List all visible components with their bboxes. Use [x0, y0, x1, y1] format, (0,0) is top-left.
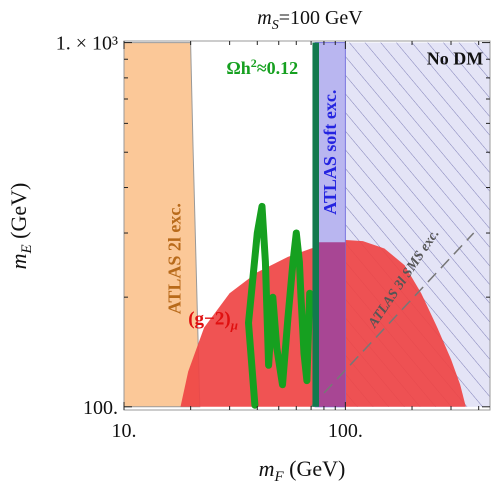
x-axis-label: mF (GeV): [259, 456, 346, 485]
chart-title: mS=100 GeV: [257, 7, 363, 33]
plot-area: [124, 42, 490, 409]
annotation-atlas-soft: ATLAS soft exc.: [320, 90, 340, 215]
overlap-region: [319, 242, 346, 407]
x-tick-label: 100.: [328, 420, 363, 442]
relic-density-curve: [245, 202, 314, 409]
annotation-relic-density: Ωh2≈0.12: [226, 56, 298, 78]
x-tick-label: 10.: [112, 420, 137, 442]
y-tick-label: 100.: [83, 397, 118, 419]
plot-frame: [123, 40, 491, 411]
atlas-3l-sms-line: [310, 232, 475, 408]
y-axis-label: mE (GeV): [6, 183, 35, 270]
annotation-g-2: (g−2)μ: [188, 309, 238, 333]
y-tick-label: 1. × 10³: [56, 33, 118, 55]
axis-ticks: 10. 100.100.1. × 10³: [56, 33, 490, 442]
annotation-no-dm: No DM: [427, 49, 484, 69]
atlas-2l-exclusion-region: [124, 42, 201, 408]
relic-density-band: [312, 42, 320, 407]
annotation-atlas-2l: ATLAS 2l exc.: [165, 203, 185, 314]
